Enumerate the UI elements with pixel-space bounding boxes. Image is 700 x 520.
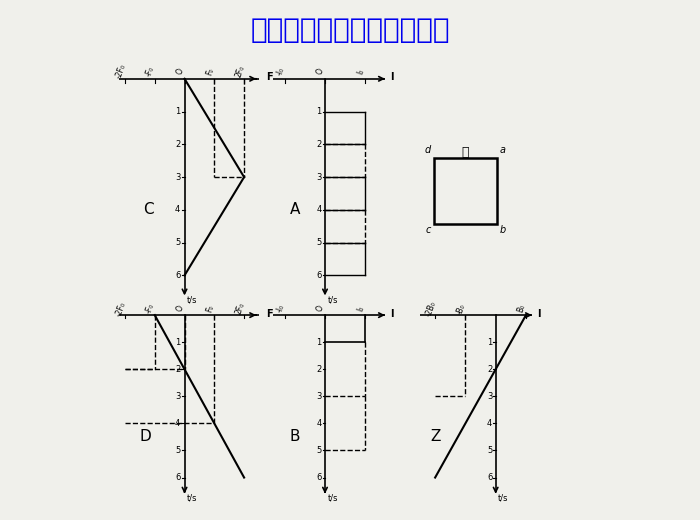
Text: 1: 1	[487, 337, 492, 347]
Text: A: A	[290, 202, 300, 217]
Text: 2: 2	[316, 365, 321, 374]
Text: I₀: I₀	[356, 67, 366, 75]
Text: 1: 1	[175, 107, 181, 116]
Text: O: O	[316, 304, 326, 313]
Text: D: D	[140, 430, 152, 445]
Text: 甲: 甲	[462, 146, 469, 159]
Text: F₀: F₀	[204, 304, 216, 314]
Text: O: O	[175, 67, 186, 75]
Text: F₀: F₀	[204, 66, 216, 76]
Text: F: F	[266, 309, 272, 319]
Text: F: F	[266, 72, 272, 82]
Text: -F₀: -F₀	[144, 302, 157, 315]
Text: 6: 6	[316, 271, 321, 280]
Text: 5: 5	[316, 446, 321, 455]
Text: 3: 3	[316, 173, 321, 181]
Text: d: d	[425, 146, 431, 155]
Text: 3: 3	[316, 392, 321, 401]
Text: 1: 1	[316, 107, 321, 116]
Text: 2: 2	[316, 140, 321, 149]
Text: B: B	[290, 430, 300, 445]
Text: t/s: t/s	[328, 295, 339, 305]
Text: 3: 3	[175, 173, 181, 181]
Text: 3: 3	[487, 392, 492, 401]
Text: I: I	[391, 309, 394, 319]
Text: 5: 5	[175, 446, 181, 455]
Text: O: O	[316, 67, 326, 75]
Text: 1: 1	[316, 337, 321, 347]
Text: c: c	[426, 226, 431, 236]
Text: -I₀: -I₀	[275, 66, 286, 77]
Text: 5: 5	[175, 238, 181, 247]
Text: 4: 4	[316, 205, 321, 214]
Text: 2: 2	[175, 365, 181, 374]
Text: -2F₀: -2F₀	[114, 63, 127, 80]
Text: -I₀: -I₀	[275, 303, 286, 314]
Text: -B₀: -B₀	[455, 302, 467, 315]
Text: 4: 4	[316, 419, 321, 428]
Text: 2F₀: 2F₀	[234, 64, 246, 79]
Bar	[433, 158, 497, 224]
Text: 2: 2	[487, 365, 492, 374]
Text: -F₀: -F₀	[144, 65, 157, 77]
Text: 5: 5	[316, 238, 321, 247]
Text: 4: 4	[175, 419, 181, 428]
Text: I: I	[538, 309, 541, 319]
Text: O: O	[175, 304, 186, 313]
Text: 2F₀: 2F₀	[234, 302, 246, 316]
Text: t/s: t/s	[187, 493, 197, 502]
Text: B₀: B₀	[516, 303, 527, 314]
Text: 6: 6	[175, 271, 181, 280]
Text: -2B₀: -2B₀	[424, 300, 438, 318]
Text: -2F₀: -2F₀	[114, 300, 127, 317]
Text: Z: Z	[430, 430, 440, 445]
Text: t/s: t/s	[187, 295, 197, 305]
Text: 微信公众号关注：趣找答案: 微信公众号关注：趣找答案	[251, 16, 449, 44]
Text: t/s: t/s	[498, 493, 509, 502]
Text: 4: 4	[175, 205, 181, 214]
Text: C: C	[144, 202, 154, 217]
Text: 6: 6	[175, 473, 181, 482]
Text: 1: 1	[175, 337, 181, 347]
Text: 6: 6	[487, 473, 492, 482]
Text: 2: 2	[175, 140, 181, 149]
Text: I₀: I₀	[356, 305, 366, 313]
Text: 6: 6	[316, 473, 321, 482]
Text: a: a	[500, 146, 506, 155]
Text: t/s: t/s	[328, 493, 339, 502]
Text: I: I	[391, 72, 394, 82]
Text: 3: 3	[175, 392, 181, 401]
Text: 4: 4	[487, 419, 492, 428]
Text: b: b	[500, 226, 506, 236]
Text: 5: 5	[487, 446, 492, 455]
